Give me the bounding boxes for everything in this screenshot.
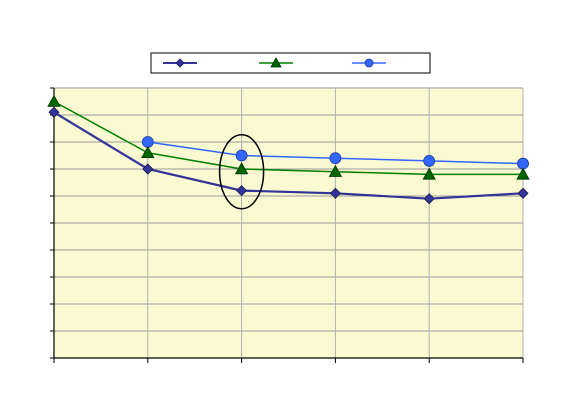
series-circle bbox=[141, 136, 529, 170]
legend-marker-diamond bbox=[175, 58, 185, 68]
data-point-circle bbox=[141, 136, 154, 148]
annotation-layer bbox=[218, 133, 265, 210]
data-point-circle bbox=[235, 149, 248, 162]
data-point-triangle bbox=[141, 145, 155, 159]
legend-marker-circle bbox=[364, 58, 374, 68]
grid-lines bbox=[54, 87, 524, 358]
series-layer bbox=[47, 94, 530, 205]
data-point-circle bbox=[329, 152, 342, 165]
data-point-triangle bbox=[47, 94, 61, 107]
series-triangle bbox=[47, 94, 530, 180]
legend-marker-triangle bbox=[270, 57, 282, 68]
data-point-circle bbox=[423, 154, 436, 167]
series-line-diamond bbox=[53, 111, 524, 200]
legend-entry-diamond bbox=[163, 58, 197, 68]
legend-entry-circle bbox=[352, 58, 386, 68]
data-point-triangle bbox=[234, 162, 249, 175]
data-point-diamond bbox=[48, 106, 60, 118]
data-point-diamond bbox=[142, 163, 154, 175]
data-point-diamond bbox=[329, 187, 341, 199]
data-point-diamond bbox=[517, 187, 529, 199]
legend bbox=[150, 52, 431, 74]
series-diamond bbox=[48, 106, 529, 205]
data-point-triangle bbox=[516, 167, 530, 180]
data-point-diamond bbox=[236, 185, 248, 197]
axes bbox=[50, 87, 524, 363]
data-point-circle bbox=[517, 157, 529, 170]
data-point-diamond bbox=[423, 193, 435, 205]
data-point-triangle bbox=[422, 167, 436, 180]
legend-entry-triangle bbox=[259, 57, 293, 68]
series-line-triangle bbox=[53, 100, 523, 176]
highlight-ellipse bbox=[218, 133, 265, 210]
data-point-triangle bbox=[328, 164, 343, 177]
